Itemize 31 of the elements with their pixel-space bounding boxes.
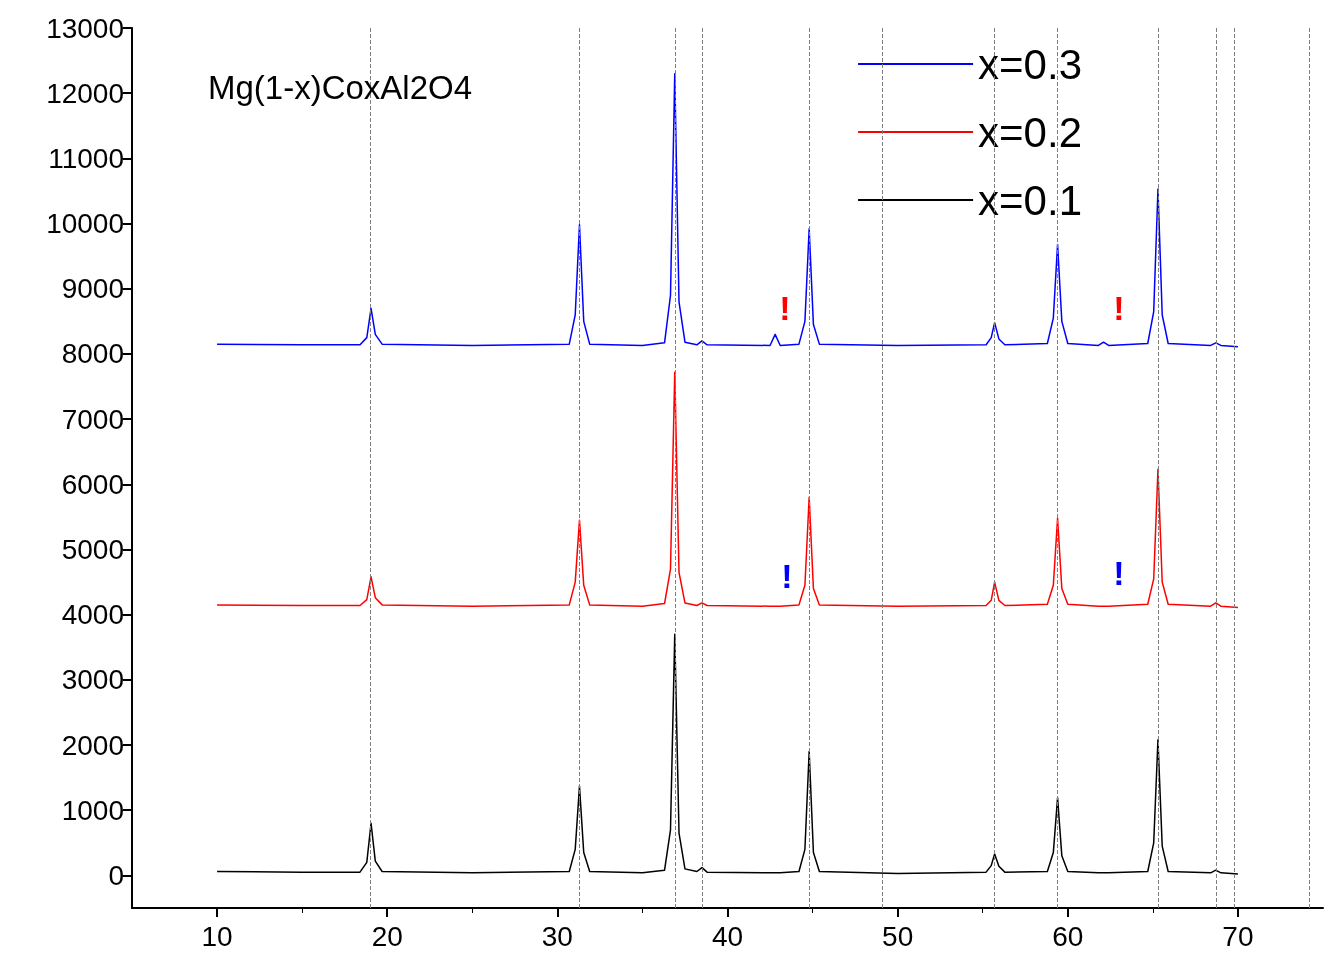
legend-label: x=0.2 [978,108,1083,156]
y-tick-label: 8000 [61,338,124,370]
y-tick-label: 12000 [46,77,124,109]
y-tick-label: 0 [108,859,124,891]
annotation: ! [781,557,793,595]
x-tick-label: 20 [371,920,403,952]
y-tick-label: 5000 [61,533,124,565]
y-tick-label: 3000 [61,664,124,696]
x-tick-label: 60 [1052,920,1084,952]
x-tick-label: 30 [541,920,573,952]
annotation: ! [1113,289,1125,327]
line-series [216,371,1239,609]
y-tick-label: 4000 [61,599,124,631]
y-tick-label: 6000 [61,468,124,500]
y-tick-label: 7000 [61,403,124,435]
y-tick-label: 11000 [48,142,124,174]
text: Mg(1-x)CoxAl2O4 [208,69,473,106]
y-tick-label: 1000 [61,794,124,826]
x-tick-label: 70 [1222,920,1254,952]
legend-label: x=0.3 [978,40,1083,88]
x-tick-label: 40 [711,920,744,952]
y-tick-label: 2000 [61,729,124,761]
legend-label: x=0.1 [978,176,1083,224]
y-tick-label: 13000 [46,12,124,44]
x-tick-label: 10 [201,920,233,952]
line-series [216,633,1239,875]
y-tick-label: 9000 [61,273,124,305]
x-tick-label: 50 [882,920,914,952]
y-tick-label: 10000 [46,208,124,240]
annotation: ! [1113,554,1125,592]
annotation: ! [779,289,791,327]
